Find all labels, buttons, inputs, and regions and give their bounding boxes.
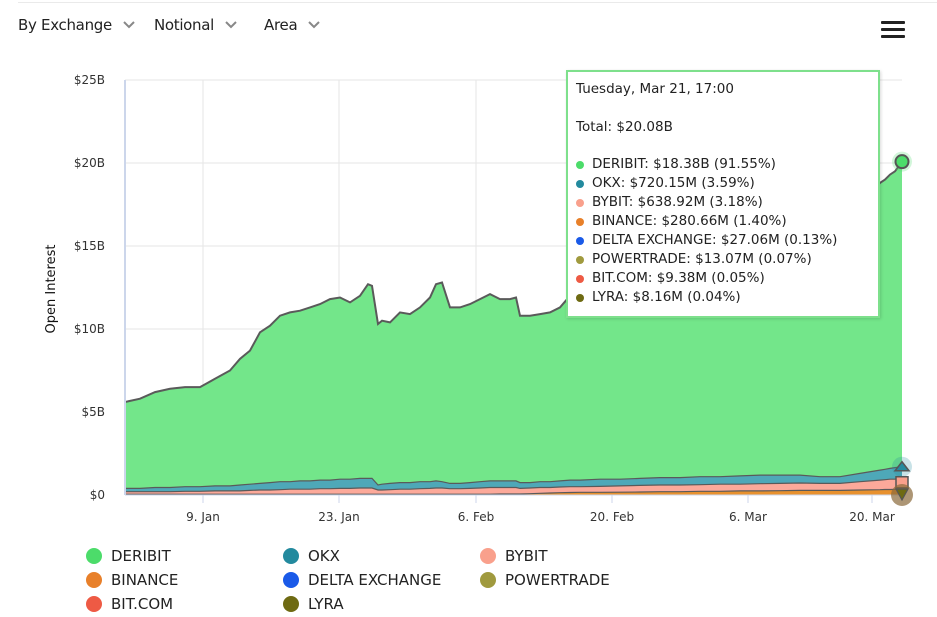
series-color-dot-icon [576,179,584,188]
series-color-dot-icon [576,255,584,264]
x-tick-label: 20. Mar [849,510,895,524]
x-tick-label: 20. Feb [590,510,634,524]
unit-dropdown[interactable]: Notional [154,16,238,34]
legend-label: BIT.COM [111,595,174,613]
open-interest-chart[interactable]: $0 $5B $10B $15B $20B $25B 9. Jan 23. Jan 6. Feb… [0,0,937,545]
legend-color-dot-icon [86,596,102,612]
hamburger-icon-bar [881,35,905,38]
chart-tooltip: Tuesday, Mar 21, 17:00 Total: $20.08B DE… [566,70,880,318]
y-tick-label: $20B [74,156,105,170]
legend-item-okx[interactable]: OKX [283,545,480,567]
series-color-dot-icon [576,217,584,226]
legend-color-dot-icon [86,572,102,588]
legend-label: DERIBIT [111,547,171,565]
legend-color-dot-icon [283,596,299,612]
legend-color-dot-icon [86,548,102,564]
legend-item-bit-com[interactable]: BIT.COM [86,593,283,615]
okx-line [125,466,903,489]
tooltip-series-label: BYBIT: $638.92M (3.18%) [592,194,763,210]
x-tick-label: 6. Mar [729,510,767,524]
tooltip-series-label: LYRA: $8.16M (0.04%) [592,289,741,305]
bybit-line [125,478,903,493]
legend-color-dot-icon [480,548,496,564]
tooltip-series-item: DERIBIT: $18.38B (91.55%) [576,155,837,174]
legend-item-lyra[interactable]: LYRA [283,593,480,615]
series-color-dot-icon [576,293,584,302]
tooltip-series-item: OKX: $720.15M (3.59%) [576,174,837,193]
lyra-marker [894,488,910,502]
legend-color-dot-icon [283,572,299,588]
legend-label: BYBIT [505,547,548,565]
group-by-label: By Exchange [18,16,112,34]
x-tick-label: 9. Jan [186,510,220,524]
series-color-dot-icon [576,160,584,169]
chart-toolbar: By Exchange Notional Area [18,16,339,34]
y-tick-label: $5B [81,405,105,419]
chart-legend: DERIBIT OKX BYBIT BINANCE DELTA EXCHANGE POWE… [86,545,846,617]
x-tick-label: 23. Jan [318,510,359,524]
binance-area [125,489,902,495]
tooltip-series-label: POWERTRADE: $13.07M (0.07%) [592,251,812,267]
series-color-dot-icon [576,274,584,283]
tooltip-series-label: BIT.COM: $9.38M (0.05%) [592,270,765,286]
legend-label: DELTA EXCHANGE [308,571,442,589]
tooltip-series-item: DELTA EXCHANGE: $27.06M (0.13%) [576,231,837,250]
legend-label: OKX [308,547,340,565]
hamburger-icon-bar [881,28,905,31]
binance-line [125,488,902,495]
tooltip-series-item: BINANCE: $280.66M (1.40%) [576,212,837,231]
tooltip-total: Total: $20.08B [576,119,673,135]
tooltip-date: Tuesday, Mar 21, 17:00 [576,81,734,97]
chevron-down-icon [123,21,135,29]
chart-type-dropdown[interactable]: Area [264,16,321,34]
series-color-dot-icon [576,198,584,207]
group-by-dropdown[interactable]: By Exchange [18,16,136,34]
chart-menu-button[interactable] [881,21,905,38]
tooltip-series-label: OKX: $720.15M (3.59%) [592,175,755,191]
legend-item-powertrade[interactable]: POWERTRADE [480,569,677,591]
deribit-marker [894,154,910,170]
x-tick-label: 6. Feb [458,510,495,524]
legend-label: BINANCE [111,571,179,589]
top-divider [18,2,937,3]
tooltip-series-label: DELTA EXCHANGE: $27.06M (0.13%) [592,232,838,248]
y-tick-label: $10B [74,322,105,336]
series-color-dot-icon [576,236,584,245]
chart-type-label: Area [264,16,298,34]
tooltip-series-list: DERIBIT: $18.38B (91.55%) OKX: $720.15M (… [576,155,837,307]
legend-label: POWERTRADE [505,571,610,589]
deribit-area [125,161,902,495]
hamburger-icon-bar [881,21,905,24]
y-tick-label: $25B [74,73,105,87]
legend-item-binance[interactable]: BINANCE [86,569,283,591]
legend-item-delta-exchange[interactable]: DELTA EXCHANGE [283,569,480,591]
hover-markers [891,151,913,506]
legend-item-deribit[interactable]: DERIBIT [86,545,283,567]
y-axis-title: Open Interest [44,245,59,334]
tooltip-series-label: BINANCE: $280.66M (1.40%) [592,213,787,229]
legend-item-bybit[interactable]: BYBIT [480,545,677,567]
tooltip-series-label: DERIBIT: $18.38B (91.55%) [592,156,776,172]
legend-label: LYRA [308,595,344,613]
chart-axes: $0 $5B $10B $15B $20B $25B 9. Jan 23. Jan 6. Feb… [74,73,902,524]
y-tick-label: $15B [74,239,105,253]
tooltip-series-item: LYRA: $8.16M (0.04%) [576,288,837,307]
legend-color-dot-icon [283,548,299,564]
chevron-down-icon [225,21,237,29]
y-tick-label: $0 [90,488,105,502]
unit-label: Notional [153,16,215,34]
chevron-down-icon [308,21,321,29]
okx-marker [893,460,911,472]
tooltip-series-item: POWERTRADE: $13.07M (0.07%) [576,250,837,269]
tooltip-series-item: BYBIT: $638.92M (3.18%) [576,193,837,212]
tooltip-series-item: BIT.COM: $9.38M (0.05%) [576,269,837,288]
legend-color-dot-icon [480,572,496,588]
